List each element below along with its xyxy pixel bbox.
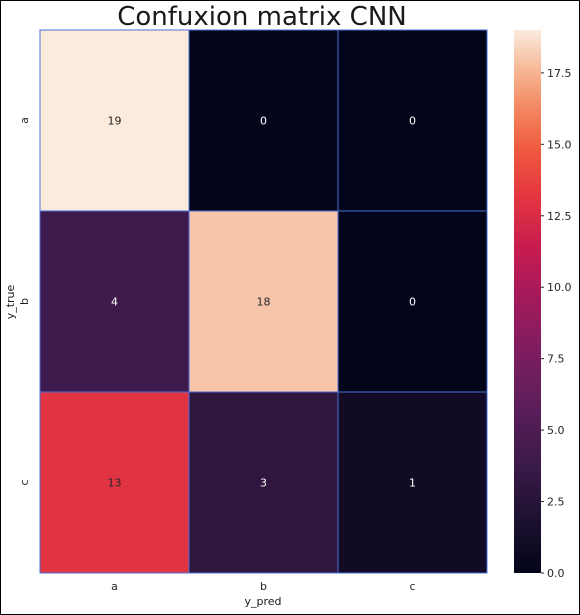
cell-value-label: 18	[257, 296, 271, 309]
x-tick-label: b	[260, 580, 267, 593]
y-tick-label: b	[18, 298, 31, 305]
colorbar-tick-label: 12.5	[547, 210, 572, 223]
colorbar-tick-label: 15.0	[547, 138, 572, 151]
cell-value-label: 1	[409, 477, 416, 490]
colorbar	[514, 30, 541, 573]
x-tick-label: c	[409, 580, 415, 593]
cell-value-label: 0	[409, 296, 416, 309]
heatmap-cell-b-a	[39, 210, 190, 393]
cell-value-label: 0	[260, 115, 267, 128]
colorbar-tick-label: 7.5	[547, 353, 565, 366]
colorbar-tick-label: 0.0	[547, 567, 565, 580]
x-axis-label: y_pred	[244, 595, 281, 608]
y-tick-label: a	[18, 117, 31, 124]
y-tick-label: c	[18, 479, 31, 485]
heatmap-cell-a-c	[337, 29, 488, 212]
y-tick-labels: a b c	[18, 117, 31, 485]
heatmap-cell-labels: 19 0 0 4 18 0 13 3 1	[108, 115, 417, 490]
colorbar-tick-label: 5.0	[547, 424, 565, 437]
heatmap-cell-c-c	[337, 391, 488, 574]
cell-value-label: 0	[409, 115, 416, 128]
heatmap-cell-a-a	[39, 29, 190, 212]
chart-title: Confuxion matrix CNN	[117, 2, 407, 32]
cell-value-label: 4	[111, 296, 118, 309]
cell-value-label: 19	[108, 115, 122, 128]
heatmap-cells	[39, 29, 488, 574]
y-axis-label: y_true	[4, 284, 17, 319]
heatmap-cell-c-a	[39, 391, 190, 574]
cell-value-label: 13	[108, 477, 122, 490]
heatmap-cell-b-c	[337, 210, 488, 393]
x-tick-labels: a b c	[111, 580, 415, 593]
x-tick-label: a	[111, 580, 118, 593]
colorbar-tick-label: 17.5	[547, 67, 572, 80]
colorbar-tick-label: 10.0	[547, 281, 572, 294]
heatmap-cell-c-b	[188, 391, 339, 574]
heatmap-cell-a-b	[188, 29, 339, 212]
cell-value-label: 3	[260, 477, 267, 490]
colorbar-tick-labels: 0.0 2.5 5.0 7.5 10.0 12.5 15.0 17.5	[541, 67, 572, 580]
colorbar-tick-label: 2.5	[547, 496, 565, 509]
